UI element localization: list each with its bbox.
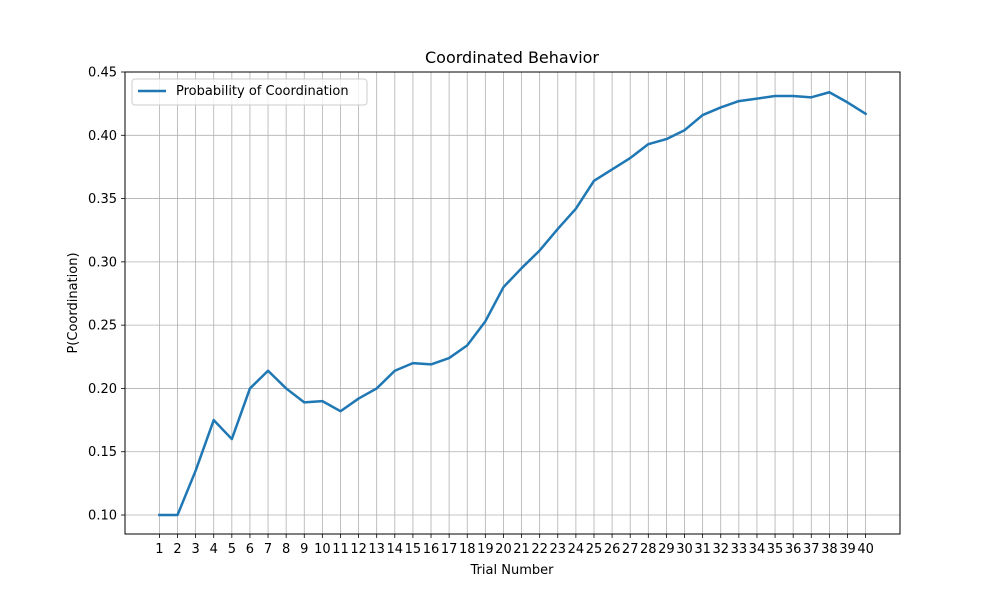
x-tick-label: 38 [821, 542, 838, 557]
x-tick-label: 12 [350, 542, 367, 557]
x-tick-label: 34 [749, 542, 766, 557]
y-tick-label: 0.35 [88, 192, 117, 207]
legend-label: Probability of Coordination [176, 84, 349, 99]
x-axis-label: Trial Number [470, 563, 555, 578]
x-tick-label: 9 [300, 542, 308, 557]
x-tick-label: 33 [731, 542, 748, 557]
y-tick-label: 0.40 [88, 129, 117, 144]
x-tick-label: 40 [857, 542, 874, 557]
x-tick-label: 6 [246, 542, 254, 557]
x-tick-label: 1 [155, 542, 163, 557]
legend-box [131, 78, 368, 106]
x-tick-label: 23 [549, 542, 566, 557]
x-tick-label: 4 [210, 542, 218, 557]
y-axis-label: P(Coordination) [66, 252, 81, 353]
y-tick-label: 0.15 [88, 445, 117, 460]
grid [125, 71, 900, 534]
y-tick-label: 0.20 [88, 382, 117, 397]
x-tick-label: 29 [658, 542, 675, 557]
x-tick-label: 39 [839, 542, 856, 557]
x-axis-ticks: 1 2 3 4 5 6 7 8 9 10 11 12 13 14 15 16 17 18 19 20 21 22 23 24 2… [155, 534, 874, 557]
y-tick-label: 0.30 [88, 255, 117, 270]
x-tick-label: 32 [712, 542, 729, 557]
x-tick-label: 20 [495, 542, 512, 557]
x-tick-label: 17 [441, 542, 458, 557]
x-tick-label: 10 [314, 542, 331, 557]
x-tick-label: 35 [767, 542, 784, 557]
x-tick-label: 16 [423, 542, 440, 557]
x-tick-label: 19 [477, 542, 494, 557]
x-tick-label: 18 [459, 542, 476, 557]
x-tick-label: 2 [173, 542, 181, 557]
x-tick-label: 30 [676, 542, 693, 557]
x-tick-label: 8 [282, 542, 290, 557]
x-tick-label: 15 [405, 542, 422, 557]
series-layer [158, 91, 868, 517]
y-tick-label: 0.10 [88, 509, 117, 524]
x-tick-label: 7 [264, 542, 272, 557]
x-tick-label: 26 [604, 542, 621, 557]
x-tick-label: 37 [803, 542, 820, 557]
x-tick-label: 14 [387, 542, 404, 557]
x-tick-label: 21 [513, 542, 530, 557]
x-tick-label: 25 [586, 542, 603, 557]
y-axis-ticks: 0.10 0.15 0.20 0.25 0.30 0.35 0.40 0.45 [88, 66, 125, 524]
x-tick-label: 5 [228, 542, 236, 557]
y-tick-label: 0.25 [88, 319, 117, 334]
x-tick-label: 27 [622, 542, 639, 557]
x-tick-label: 31 [694, 542, 711, 557]
series-line [158, 91, 868, 517]
plot-area-frame [124, 71, 901, 535]
x-tick-label: 13 [368, 542, 385, 557]
chart-title: Coordinated Behavior [425, 48, 599, 67]
y-tick-label: 0.45 [88, 66, 117, 81]
x-tick-label: 3 [191, 542, 199, 557]
x-tick-label: 36 [785, 542, 802, 557]
x-tick-label: 24 [568, 542, 585, 557]
x-tick-label: 22 [531, 542, 548, 557]
legend: Probability of Coordination [131, 78, 368, 106]
x-tick-label: 11 [332, 542, 349, 557]
x-tick-label: 28 [640, 542, 657, 557]
